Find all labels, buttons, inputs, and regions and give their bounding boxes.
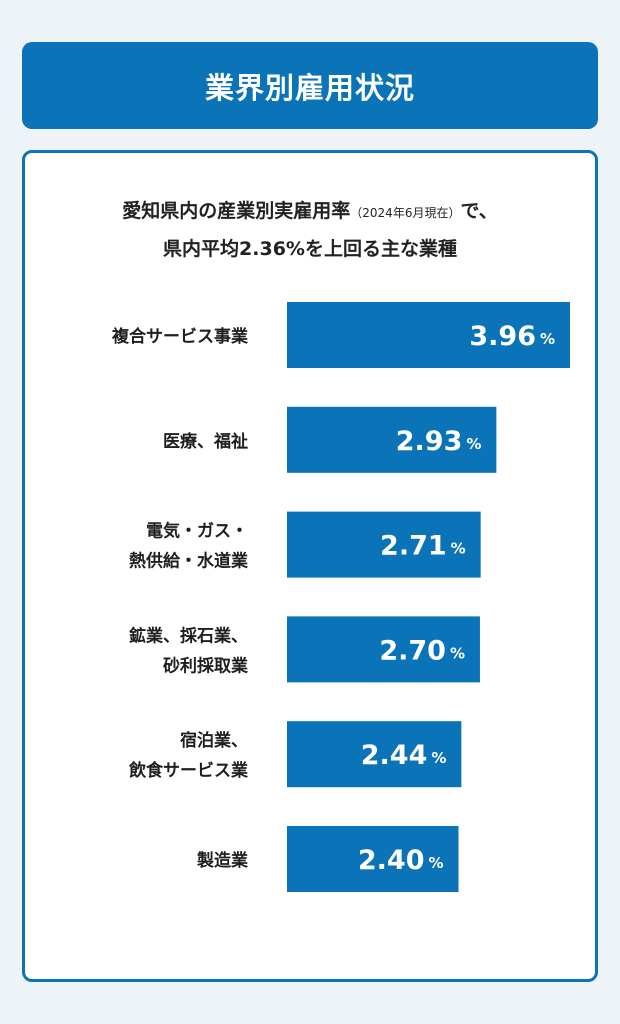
category-label-4-1: 飲食サービス業 — [128, 760, 248, 781]
bar-unit-label-0: % — [540, 330, 555, 348]
bar-value-label-3: 2.70 — [379, 635, 446, 666]
category-label-2-1: 熱供給・水道業 — [129, 551, 248, 572]
subtitle-date-note: （2024年6月現在） — [350, 206, 461, 220]
bar-3 — [287, 616, 480, 683]
bar-2 — [287, 511, 481, 578]
bar-value-label-5: 2.40 — [358, 845, 425, 876]
subtitle-main: 愛知県内の産業別実雇用率 — [122, 200, 351, 222]
category-label-3-0: 鉱業、採石業、 — [129, 625, 248, 646]
subtitle-line-1: 愛知県内の産業別実雇用率（2024年6月現在）で、 — [25, 193, 595, 231]
bar-value-label-4: 2.44 — [361, 740, 428, 771]
bar-unit-label-4: % — [431, 749, 446, 767]
category-label-4-0: 宿泊業、 — [180, 730, 248, 751]
bar-unit-label-2: % — [451, 540, 466, 558]
bar-unit-label-5: % — [429, 854, 444, 872]
bar-value-label-0: 3.96 — [469, 321, 536, 352]
bar-1 — [287, 406, 497, 473]
category-label-3-1: 砂利採取業 — [163, 655, 248, 676]
bar-0 — [287, 302, 570, 368]
bar-unit-label-3: % — [450, 644, 465, 662]
subtitle-tail: で、 — [460, 200, 498, 222]
bar-value-label-1: 2.93 — [396, 426, 463, 457]
category-label-0-0: 複合サービス事業 — [111, 326, 248, 347]
category-label-2-0: 電気・ガス・ — [146, 521, 248, 542]
bar-5 — [287, 826, 459, 892]
page-header: 業界別雇用状況 — [22, 42, 598, 129]
bar-4 — [287, 721, 462, 788]
chart-subtitle: 愛知県内の産業別実雇用率（2024年6月現在）で、 県内平均2.36%を上回る主… — [25, 193, 595, 267]
category-label-1-0: 医療、福祉 — [163, 431, 248, 452]
category-label-5-0: 製造業 — [196, 850, 248, 871]
bar-unit-label-1: % — [466, 435, 481, 453]
page-title: 業界別雇用状況 — [204, 70, 415, 105]
subtitle-line-2: 県内平均2.36%を上回る主な業種 — [163, 238, 457, 260]
bar-value-label-2: 2.71 — [380, 531, 447, 562]
